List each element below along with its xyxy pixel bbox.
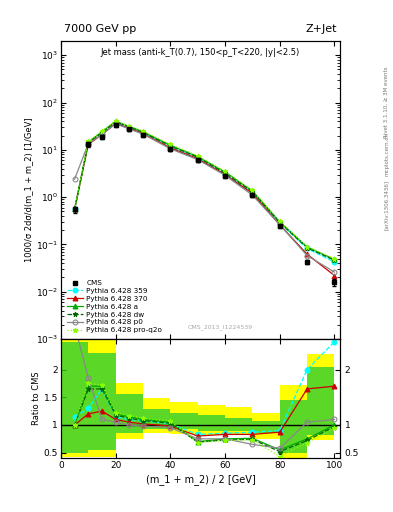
Text: Z+Jet: Z+Jet xyxy=(306,24,337,33)
Pythia 6.428 a xyxy=(223,169,228,175)
Pythia 6.428 359 xyxy=(168,144,173,150)
Line: Pythia 6.428 370: Pythia 6.428 370 xyxy=(72,121,337,278)
Pythia 6.428 pro-q2o xyxy=(195,153,200,159)
Text: [arXiv:1306.3436]: [arXiv:1306.3436] xyxy=(384,180,389,230)
Text: 7000 GeV pp: 7000 GeV pp xyxy=(64,24,136,33)
Pythia 6.428 pro-q2o xyxy=(168,141,173,147)
Pythia 6.428 359 xyxy=(99,131,104,137)
Pythia 6.428 p0 xyxy=(113,121,118,127)
Pythia 6.428 370 xyxy=(86,141,91,147)
Pythia 6.428 pro-q2o xyxy=(72,206,77,212)
Pythia 6.428 370 xyxy=(168,145,173,151)
Pythia 6.428 359 xyxy=(127,125,132,131)
Legend: CMS, Pythia 6.428 359, Pythia 6.428 370, Pythia 6.428 a, Pythia 6.428 dw, Pythia: CMS, Pythia 6.428 359, Pythia 6.428 370,… xyxy=(64,278,164,335)
Pythia 6.428 370 xyxy=(99,132,104,138)
Pythia 6.428 359 xyxy=(250,189,255,196)
Pythia 6.428 370 xyxy=(127,125,132,132)
Pythia 6.428 a xyxy=(86,139,91,145)
Pythia 6.428 p0 xyxy=(72,176,77,182)
Pythia 6.428 a xyxy=(168,142,173,148)
Pythia 6.428 359 xyxy=(223,171,228,177)
Y-axis label: 1000/σ 2dσ/d(m_1 + m_2) [1/GeV]: 1000/σ 2dσ/d(m_1 + m_2) [1/GeV] xyxy=(24,118,33,262)
Pythia 6.428 370 xyxy=(72,206,77,212)
Pythia 6.428 pro-q2o xyxy=(305,244,309,250)
Pythia 6.428 370 xyxy=(195,156,200,162)
Pythia 6.428 pro-q2o xyxy=(250,187,255,193)
Pythia 6.428 p0 xyxy=(332,269,337,275)
Line: Pythia 6.428 dw: Pythia 6.428 dw xyxy=(72,119,337,263)
Pythia 6.428 a xyxy=(250,188,255,194)
Pythia 6.428 dw xyxy=(277,220,282,226)
Text: mcplots.cern.ch: mcplots.cern.ch xyxy=(384,132,389,176)
Pythia 6.428 370 xyxy=(305,251,309,258)
Pythia 6.428 pro-q2o xyxy=(127,123,132,129)
Pythia 6.428 p0 xyxy=(195,157,200,163)
Pythia 6.428 dw xyxy=(168,143,173,149)
Pythia 6.428 dw xyxy=(72,206,77,212)
Pythia 6.428 pro-q2o xyxy=(141,128,145,134)
Pythia 6.428 pro-q2o xyxy=(99,128,104,134)
Pythia 6.428 370 xyxy=(332,272,337,279)
Pythia 6.428 dw xyxy=(141,129,145,135)
Pythia 6.428 359 xyxy=(141,130,145,136)
Pythia 6.428 p0 xyxy=(127,126,132,132)
Line: Pythia 6.428 359: Pythia 6.428 359 xyxy=(72,120,337,265)
Pythia 6.428 a xyxy=(305,244,309,250)
Pythia 6.428 359 xyxy=(332,259,337,265)
Pythia 6.428 p0 xyxy=(86,141,91,147)
Text: Jet mass (anti-k_T(0.7), 150<p_T<220, |y|<2.5): Jet mass (anti-k_T(0.7), 150<p_T<220, |y… xyxy=(101,49,300,57)
Pythia 6.428 dw xyxy=(113,119,118,125)
Pythia 6.428 pro-q2o xyxy=(332,255,337,262)
Pythia 6.428 p0 xyxy=(305,252,309,259)
Text: Rivet 3.1.10, ≥ 3M events: Rivet 3.1.10, ≥ 3M events xyxy=(384,67,389,138)
X-axis label: (m_1 + m_2) / 2 [GeV]: (m_1 + m_2) / 2 [GeV] xyxy=(145,474,255,485)
Pythia 6.428 pro-q2o xyxy=(86,138,91,144)
Pythia 6.428 a xyxy=(332,257,337,263)
Pythia 6.428 a xyxy=(127,123,132,130)
Pythia 6.428 370 xyxy=(113,120,118,126)
Pythia 6.428 p0 xyxy=(168,146,173,152)
Pythia 6.428 370 xyxy=(277,222,282,228)
Pythia 6.428 a xyxy=(277,219,282,225)
Pythia 6.428 359 xyxy=(86,141,91,147)
Pythia 6.428 dw xyxy=(332,258,337,264)
Line: Pythia 6.428 p0: Pythia 6.428 p0 xyxy=(72,121,337,274)
Pythia 6.428 p0 xyxy=(250,192,255,198)
Pythia 6.428 a xyxy=(113,118,118,124)
Pythia 6.428 359 xyxy=(195,155,200,161)
Pythia 6.428 p0 xyxy=(141,131,145,137)
Pythia 6.428 dw xyxy=(195,154,200,160)
Pythia 6.428 a xyxy=(72,206,77,212)
Pythia 6.428 370 xyxy=(141,131,145,137)
Pythia 6.428 pro-q2o xyxy=(223,168,228,175)
Pythia 6.428 359 xyxy=(305,245,309,251)
Pythia 6.428 dw xyxy=(127,124,132,130)
Line: Pythia 6.428 a: Pythia 6.428 a xyxy=(72,119,337,262)
Line: Pythia 6.428 pro-q2o: Pythia 6.428 pro-q2o xyxy=(72,118,337,261)
Pythia 6.428 dw xyxy=(99,130,104,136)
Pythia 6.428 a xyxy=(141,129,145,135)
Pythia 6.428 a xyxy=(195,154,200,160)
Pythia 6.428 pro-q2o xyxy=(277,218,282,224)
Pythia 6.428 dw xyxy=(223,170,228,176)
Pythia 6.428 359 xyxy=(277,220,282,226)
Pythia 6.428 dw xyxy=(250,188,255,195)
Pythia 6.428 p0 xyxy=(223,172,228,178)
Pythia 6.428 dw xyxy=(86,140,91,146)
Pythia 6.428 370 xyxy=(250,190,255,197)
Pythia 6.428 p0 xyxy=(99,132,104,138)
Pythia 6.428 dw xyxy=(305,245,309,251)
Pythia 6.428 359 xyxy=(72,206,77,212)
Text: CMS_2013_I1224539: CMS_2013_I1224539 xyxy=(187,325,253,330)
Pythia 6.428 359 xyxy=(113,120,118,126)
Pythia 6.428 a xyxy=(99,129,104,135)
Pythia 6.428 p0 xyxy=(277,222,282,228)
Pythia 6.428 370 xyxy=(223,172,228,178)
Y-axis label: Ratio to CMS: Ratio to CMS xyxy=(32,372,41,425)
Pythia 6.428 pro-q2o xyxy=(113,118,118,124)
